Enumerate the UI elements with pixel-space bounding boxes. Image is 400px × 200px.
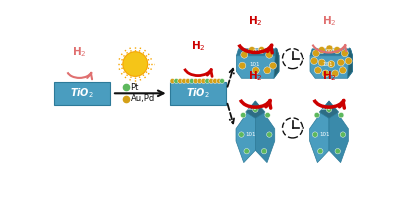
Circle shape xyxy=(314,67,321,74)
Text: 001: 001 xyxy=(326,49,336,54)
Circle shape xyxy=(239,132,244,137)
Circle shape xyxy=(240,112,246,118)
Text: 001: 001 xyxy=(247,106,258,111)
Text: TiO$_2$: TiO$_2$ xyxy=(70,86,94,100)
Circle shape xyxy=(261,149,267,154)
Circle shape xyxy=(267,132,272,137)
Polygon shape xyxy=(310,49,353,56)
Circle shape xyxy=(205,79,210,83)
Circle shape xyxy=(338,59,344,66)
Circle shape xyxy=(335,149,340,154)
Polygon shape xyxy=(310,101,329,163)
Circle shape xyxy=(314,112,320,118)
Text: 101: 101 xyxy=(323,62,333,67)
Text: TiO$_2$: TiO$_2$ xyxy=(186,86,210,100)
Circle shape xyxy=(326,45,333,52)
Circle shape xyxy=(123,52,148,76)
Circle shape xyxy=(282,118,303,138)
Text: 001: 001 xyxy=(321,106,331,111)
Circle shape xyxy=(318,47,325,54)
Circle shape xyxy=(253,107,258,112)
Text: H$_2$: H$_2$ xyxy=(322,69,336,83)
Circle shape xyxy=(270,62,276,69)
Circle shape xyxy=(209,79,214,83)
Circle shape xyxy=(345,57,352,64)
Bar xyxy=(170,82,226,105)
Polygon shape xyxy=(255,101,275,163)
Polygon shape xyxy=(236,56,279,78)
Circle shape xyxy=(244,149,249,154)
Circle shape xyxy=(312,132,318,137)
Circle shape xyxy=(282,49,303,69)
Circle shape xyxy=(264,67,271,74)
Circle shape xyxy=(220,79,224,83)
Text: 101: 101 xyxy=(319,132,330,137)
Polygon shape xyxy=(246,101,265,118)
Circle shape xyxy=(312,50,320,57)
Text: H$_2$: H$_2$ xyxy=(322,14,336,28)
Circle shape xyxy=(241,51,248,58)
Circle shape xyxy=(216,79,222,83)
Circle shape xyxy=(338,112,344,118)
Circle shape xyxy=(170,79,175,83)
Circle shape xyxy=(189,79,194,83)
Circle shape xyxy=(334,47,340,54)
Text: H$_2$: H$_2$ xyxy=(248,69,263,83)
Circle shape xyxy=(266,51,273,58)
Circle shape xyxy=(258,47,265,54)
Circle shape xyxy=(322,70,329,77)
Text: Au,Pd: Au,Pd xyxy=(131,94,155,103)
Circle shape xyxy=(248,47,256,54)
Circle shape xyxy=(178,79,183,83)
Circle shape xyxy=(174,79,179,83)
Polygon shape xyxy=(348,48,353,78)
Polygon shape xyxy=(236,49,279,56)
Circle shape xyxy=(332,70,339,77)
Text: 101: 101 xyxy=(246,132,256,137)
Circle shape xyxy=(197,79,202,83)
Polygon shape xyxy=(236,101,255,163)
Circle shape xyxy=(310,57,318,64)
Circle shape xyxy=(252,67,259,74)
Circle shape xyxy=(265,112,270,118)
Circle shape xyxy=(341,50,348,57)
Bar xyxy=(54,82,110,105)
Polygon shape xyxy=(274,48,279,78)
Circle shape xyxy=(340,132,346,137)
Circle shape xyxy=(182,79,186,83)
Polygon shape xyxy=(329,101,348,163)
Text: H$_2$: H$_2$ xyxy=(248,14,263,28)
Text: H$_2$: H$_2$ xyxy=(72,46,87,59)
Circle shape xyxy=(239,62,246,69)
Circle shape xyxy=(193,79,198,83)
Text: H$_2$: H$_2$ xyxy=(191,39,205,53)
Circle shape xyxy=(326,107,332,112)
Text: 101: 101 xyxy=(249,62,260,67)
Circle shape xyxy=(339,67,346,74)
Circle shape xyxy=(318,59,325,66)
Circle shape xyxy=(212,79,218,83)
Circle shape xyxy=(186,79,190,83)
Text: 001: 001 xyxy=(252,49,263,54)
Circle shape xyxy=(328,61,335,68)
Text: Pt: Pt xyxy=(131,83,139,92)
Polygon shape xyxy=(310,56,353,78)
Circle shape xyxy=(201,79,206,83)
Polygon shape xyxy=(319,101,339,118)
Circle shape xyxy=(318,149,323,154)
